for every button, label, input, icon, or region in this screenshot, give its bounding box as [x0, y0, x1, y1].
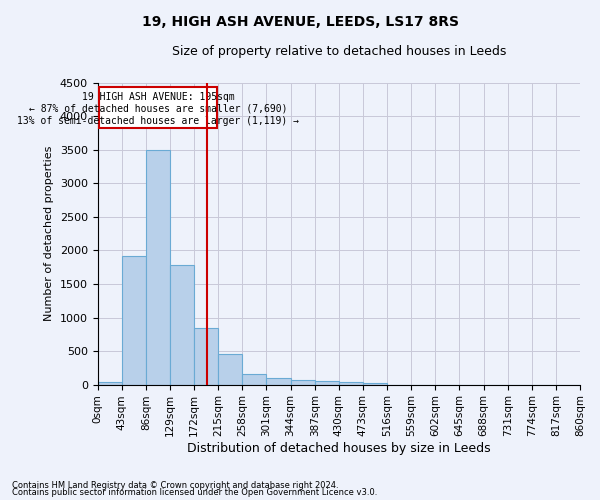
Bar	[122, 256, 146, 384]
Bar	[339, 382, 363, 384]
Bar	[314, 381, 339, 384]
Bar	[194, 328, 218, 384]
Title: Size of property relative to detached houses in Leeds: Size of property relative to detached ho…	[172, 45, 506, 58]
Bar	[266, 378, 290, 384]
Bar	[218, 354, 242, 384]
Bar	[363, 382, 387, 384]
Text: 13% of semi-detached houses are larger (1,119) →: 13% of semi-detached houses are larger (…	[17, 116, 299, 126]
Text: ← 87% of detached houses are smaller (7,690): ← 87% of detached houses are smaller (7,…	[29, 104, 287, 114]
Bar	[146, 150, 170, 384]
Bar	[170, 265, 194, 384]
X-axis label: Distribution of detached houses by size in Leeds: Distribution of detached houses by size …	[187, 442, 491, 455]
Text: 19, HIGH ASH AVENUE, LEEDS, LS17 8RS: 19, HIGH ASH AVENUE, LEEDS, LS17 8RS	[142, 15, 458, 29]
FancyBboxPatch shape	[99, 88, 217, 128]
Text: Contains public sector information licensed under the Open Government Licence v3: Contains public sector information licen…	[12, 488, 377, 497]
Bar	[290, 380, 314, 384]
Y-axis label: Number of detached properties: Number of detached properties	[44, 146, 54, 322]
Bar	[98, 382, 122, 384]
Bar	[242, 374, 266, 384]
Text: Contains HM Land Registry data © Crown copyright and database right 2024.: Contains HM Land Registry data © Crown c…	[12, 480, 338, 490]
Text: 19 HIGH ASH AVENUE: 195sqm: 19 HIGH ASH AVENUE: 195sqm	[82, 92, 235, 102]
